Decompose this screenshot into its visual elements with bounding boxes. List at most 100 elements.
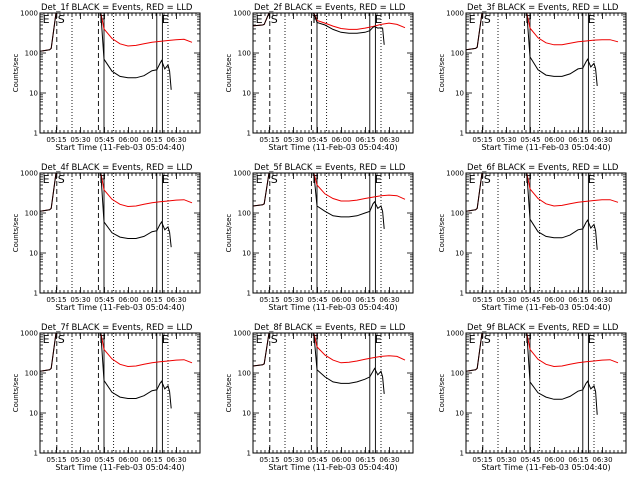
y-tick-label: 10 bbox=[455, 410, 464, 418]
y-tick-label: 10 bbox=[29, 410, 38, 418]
x-tick-label: 05:15 bbox=[46, 296, 66, 304]
y-tick-label: 10 bbox=[29, 250, 38, 258]
y-tick-label: 1000 bbox=[233, 10, 251, 18]
x-tick-label: 06:15 bbox=[355, 136, 375, 144]
x-axis-label: Start Time (11-Feb-03 05:04:40) bbox=[268, 303, 397, 312]
y-tick-label: 100 bbox=[25, 370, 38, 378]
x-tick-label: 06:00 bbox=[118, 136, 138, 144]
y-tick-label: 1 bbox=[34, 290, 38, 298]
plot-frame bbox=[465, 172, 627, 294]
marker-label: E bbox=[469, 13, 476, 26]
marker-label: S bbox=[271, 173, 278, 186]
x-axis-label: Start Time (11-Feb-03 05:04:40) bbox=[481, 303, 610, 312]
x-tick-label: 05:30 bbox=[496, 136, 516, 144]
x-tick-label: 06:15 bbox=[142, 456, 162, 464]
marker-label: E bbox=[162, 13, 169, 26]
y-axis-label: Counts/sec bbox=[12, 374, 20, 413]
chart-panel-2: Det_2f BLACK = Events, RED = LLD 1 10 100 10… bbox=[225, 3, 414, 152]
y-tick-label: 1 bbox=[247, 290, 251, 298]
y-tick-label: 100 bbox=[25, 50, 38, 58]
y-axis-label: Counts/sec bbox=[12, 214, 20, 253]
x-tick-label: 05:30 bbox=[496, 456, 516, 464]
x-tick-label: 06:15 bbox=[142, 136, 162, 144]
plot-frame bbox=[465, 12, 627, 134]
panel-title: Det_6f BLACK = Events, RED = LLD bbox=[467, 163, 619, 173]
y-tick-label: 1000 bbox=[20, 330, 38, 338]
x-tick-label: 06:30 bbox=[592, 296, 612, 304]
x-tick-label: 05:30 bbox=[283, 456, 303, 464]
marker-label: E bbox=[588, 333, 595, 346]
chart-panel-3: Det_3f BLACK = Events, RED = LLD 1 10 100 10… bbox=[438, 3, 627, 152]
x-tick-label: 05:30 bbox=[283, 136, 303, 144]
marker-label: E bbox=[469, 333, 476, 346]
y-tick-label: 100 bbox=[451, 210, 464, 218]
series-line-events bbox=[40, 333, 172, 409]
x-tick-label: 06:15 bbox=[568, 136, 588, 144]
chart-panel-1: Det_1f BLACK = Events, RED = LLD 1 10 100 10… bbox=[12, 3, 201, 152]
x-axis-label: Start Time (11-Feb-03 05:04:40) bbox=[55, 303, 184, 312]
y-tick-label: 10 bbox=[242, 250, 251, 258]
y-tick-label: 1 bbox=[34, 130, 38, 138]
series-line-events bbox=[40, 173, 172, 248]
y-tick-label: 1 bbox=[460, 450, 464, 458]
x-tick-label: 05:30 bbox=[70, 456, 90, 464]
y-tick-label: 1 bbox=[247, 130, 251, 138]
plot-frame bbox=[252, 332, 414, 454]
x-tick-label: 05:30 bbox=[283, 296, 303, 304]
x-tick-label: 05:30 bbox=[496, 296, 516, 304]
x-axis-label: Start Time (11-Feb-03 05:04:40) bbox=[481, 143, 610, 152]
marker-label: S bbox=[484, 13, 491, 26]
x-tick-label: 06:30 bbox=[592, 136, 612, 144]
x-tick-label: 06:00 bbox=[331, 296, 351, 304]
y-tick-label: 1 bbox=[34, 450, 38, 458]
panel-title: Det_7f BLACK = Events, RED = LLD bbox=[41, 323, 193, 333]
x-tick-label: 06:00 bbox=[544, 456, 564, 464]
marker-label: E bbox=[588, 13, 595, 26]
x-tick-label: 05:45 bbox=[94, 136, 114, 144]
y-tick-label: 1000 bbox=[20, 10, 38, 18]
x-tick-label: 06:15 bbox=[355, 456, 375, 464]
x-tick-label: 05:15 bbox=[472, 456, 492, 464]
marker-label: S bbox=[271, 13, 278, 26]
y-tick-label: 1 bbox=[460, 130, 464, 138]
panel-title: Det_1f BLACK = Events, RED = LLD bbox=[41, 3, 193, 13]
series-line-events bbox=[466, 333, 598, 415]
y-tick-label: 1 bbox=[460, 290, 464, 298]
y-axis-label: Counts/sec bbox=[225, 54, 233, 93]
marker-label: E bbox=[256, 13, 263, 26]
x-tick-label: 05:45 bbox=[520, 136, 540, 144]
marker-label: E bbox=[256, 173, 263, 186]
x-tick-label: 06:15 bbox=[355, 296, 375, 304]
series-line-events bbox=[253, 13, 385, 45]
y-tick-label: 100 bbox=[238, 370, 251, 378]
x-tick-label: 06:00 bbox=[544, 136, 564, 144]
marker-label: E bbox=[162, 333, 169, 346]
marker-label: E bbox=[43, 333, 50, 346]
x-tick-label: 05:45 bbox=[94, 296, 114, 304]
y-tick-label: 10 bbox=[29, 90, 38, 98]
chart-panel-4: Det_4f BLACK = Events, RED = LLD 1 10 100 10… bbox=[12, 163, 201, 312]
y-tick-label: 10 bbox=[242, 90, 251, 98]
x-tick-label: 06:30 bbox=[379, 456, 399, 464]
panel-title: Det_2f BLACK = Events, RED = LLD bbox=[254, 3, 406, 13]
x-tick-label: 05:15 bbox=[472, 136, 492, 144]
marker-label: E bbox=[375, 13, 382, 26]
plot-frame bbox=[465, 332, 627, 454]
x-axis-label: Start Time (11-Feb-03 05:04:40) bbox=[55, 143, 184, 152]
y-tick-label: 100 bbox=[238, 210, 251, 218]
y-tick-label: 1000 bbox=[233, 170, 251, 178]
marker-label: S bbox=[484, 333, 491, 346]
marker-label: E bbox=[375, 333, 382, 346]
panel-title: Det_3f BLACK = Events, RED = LLD bbox=[467, 3, 619, 13]
y-tick-label: 10 bbox=[242, 410, 251, 418]
chart-panel-7: Det_7f BLACK = Events, RED = LLD 1 10 100 10… bbox=[12, 323, 201, 472]
marker-label: E bbox=[588, 173, 595, 186]
x-tick-label: 05:15 bbox=[46, 136, 66, 144]
x-axis-label: Start Time (11-Feb-03 05:04:40) bbox=[268, 463, 397, 472]
marker-label: F bbox=[99, 173, 105, 186]
x-tick-label: 05:45 bbox=[307, 456, 327, 464]
x-tick-label: 05:45 bbox=[94, 456, 114, 464]
y-tick-label: 1000 bbox=[446, 330, 464, 338]
y-tick-label: 1000 bbox=[20, 170, 38, 178]
chart-panel-9: Det_9f BLACK = Events, RED = LLD 1 10 100 10… bbox=[438, 323, 627, 472]
